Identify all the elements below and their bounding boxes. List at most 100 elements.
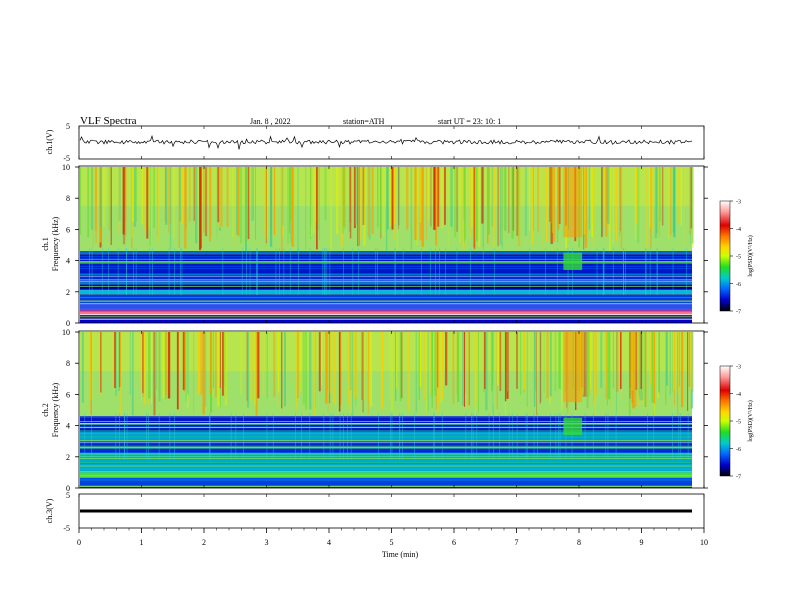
- sferic-streak: [523, 332, 525, 393]
- sferic-low-streak: [592, 413, 594, 460]
- sferic-streak: [247, 332, 249, 408]
- chart-title: VLF Spectra: [80, 115, 137, 127]
- sferic-streak: [203, 167, 205, 233]
- sferic-streak: [305, 332, 307, 410]
- date-label: Jan. 8 , 2022: [250, 117, 291, 126]
- colorbar-tick-label: -4: [736, 227, 741, 233]
- sferic-low-streak: [289, 248, 291, 295]
- sferic-streak: [516, 167, 518, 236]
- sferic-streak: [100, 167, 101, 228]
- sferic-streak: [314, 332, 316, 416]
- narrowband-line: [80, 440, 692, 441]
- sferic-streak: [141, 332, 142, 403]
- sferic-low-streak: [158, 413, 160, 460]
- ch2-colorbar-ticks: -3 -4 -5 -6 -7: [730, 365, 741, 481]
- sferic-streak: [464, 167, 465, 244]
- ch1-spectrogram-yticks: 0 2 4 6 8 10: [62, 163, 708, 328]
- ch1-spectrogram-ylabel-channel: ch.1: [41, 237, 50, 251]
- sferic-streak: [549, 167, 551, 222]
- sferic-streak: [315, 167, 317, 222]
- sferic-streak: [612, 332, 614, 389]
- sferic-streak: [390, 332, 393, 412]
- sferic-low-streak: [584, 413, 586, 460]
- sferic-streak: [349, 167, 351, 223]
- sferic-streak: [114, 332, 116, 388]
- sferic-streak: [674, 332, 677, 390]
- sferic-streak: [110, 167, 112, 245]
- sferic-streak: [169, 167, 172, 250]
- sferic-streak: [677, 332, 678, 404]
- sferic-streak: [419, 332, 421, 388]
- sferic-streak: [406, 167, 409, 230]
- sferic-low-streak: [672, 248, 674, 295]
- sferic-streak: [338, 332, 341, 412]
- sferic-streak: [505, 167, 507, 231]
- sferic-streak: [501, 167, 503, 249]
- sferic-streak: [212, 332, 214, 389]
- ch1-waveform-frame: [78, 125, 705, 160]
- sferic-streak: [481, 167, 484, 224]
- sferic-streak: [327, 332, 329, 413]
- sferic-streak: [504, 167, 507, 231]
- sferic-streak: [437, 167, 439, 227]
- sferic-low-streak: [602, 248, 604, 295]
- narrowband-line: [80, 447, 692, 448]
- sferic-streak: [340, 167, 343, 247]
- sferic-streak: [593, 332, 595, 402]
- ch2-spectrogram-panel: 0 2 4 6 8 10 ch.2 Frequency (kHz): [41, 328, 708, 493]
- sferic-streak: [118, 167, 121, 221]
- sferic-low-streak: [358, 248, 359, 295]
- sferic-streak: [324, 167, 327, 221]
- sferic-streak: [502, 167, 504, 243]
- sferic-streak: [440, 332, 443, 404]
- sferic-streak: [408, 332, 410, 410]
- sferic-low-streak: [402, 413, 403, 460]
- sferic-streak: [635, 332, 638, 390]
- sferic-low-streak: [339, 413, 341, 460]
- narrowband-line: [80, 252, 692, 253]
- time-tick-label: 7: [515, 538, 519, 547]
- sferic-streak: [681, 332, 684, 408]
- sferic-streak: [309, 332, 312, 410]
- narrowband-line: [80, 314, 692, 315]
- narrowband-line: [80, 259, 692, 260]
- sferic-streak: [456, 167, 458, 232]
- sferic-streak: [214, 332, 217, 398]
- sferic-streak: [658, 332, 660, 393]
- sferic-streak: [497, 167, 499, 247]
- sferic-streak: [107, 167, 109, 229]
- sferic-streak: [591, 167, 593, 237]
- sferic-streak: [233, 167, 235, 246]
- sferic-streak: [666, 332, 668, 386]
- sferic-low-streak: [533, 413, 535, 460]
- sferic-streak: [280, 167, 283, 251]
- sferic-streak: [368, 332, 371, 401]
- sferic-streak: [683, 167, 685, 245]
- sferic-streak: [651, 167, 654, 233]
- sferic-streak: [638, 332, 642, 401]
- sferic-low-streak: [241, 248, 243, 295]
- narrowband-line: [80, 436, 692, 438]
- sferic-streak: [103, 167, 105, 227]
- sferic-streak: [244, 167, 248, 242]
- sferic-streak: [265, 167, 268, 240]
- time-axis: 0 1 2 3 4 5 6 7 8 9 10: [77, 126, 708, 547]
- frequency-band: [80, 293, 692, 305]
- sferic-streak: [516, 332, 518, 389]
- colorbar-tick-label: -6: [736, 282, 741, 288]
- sferic-streak: [584, 332, 587, 397]
- sferic-low-streak: [493, 413, 494, 460]
- sferic-streak: [524, 167, 528, 237]
- sferic-low-streak: [433, 413, 435, 460]
- sferic-streak: [349, 332, 351, 396]
- sferic-low-streak: [476, 413, 478, 460]
- sferic-low-streak: [378, 413, 379, 460]
- sferic-streak: [680, 167, 682, 226]
- sferic-streak: [550, 167, 553, 244]
- sferic-low-streak: [526, 413, 528, 460]
- sferic-low-streak: [309, 413, 311, 460]
- narrowband-line: [80, 286, 692, 287]
- sferic-low-streak: [499, 413, 500, 460]
- sferic-streak: [554, 332, 557, 392]
- sferic-streak: [485, 332, 488, 411]
